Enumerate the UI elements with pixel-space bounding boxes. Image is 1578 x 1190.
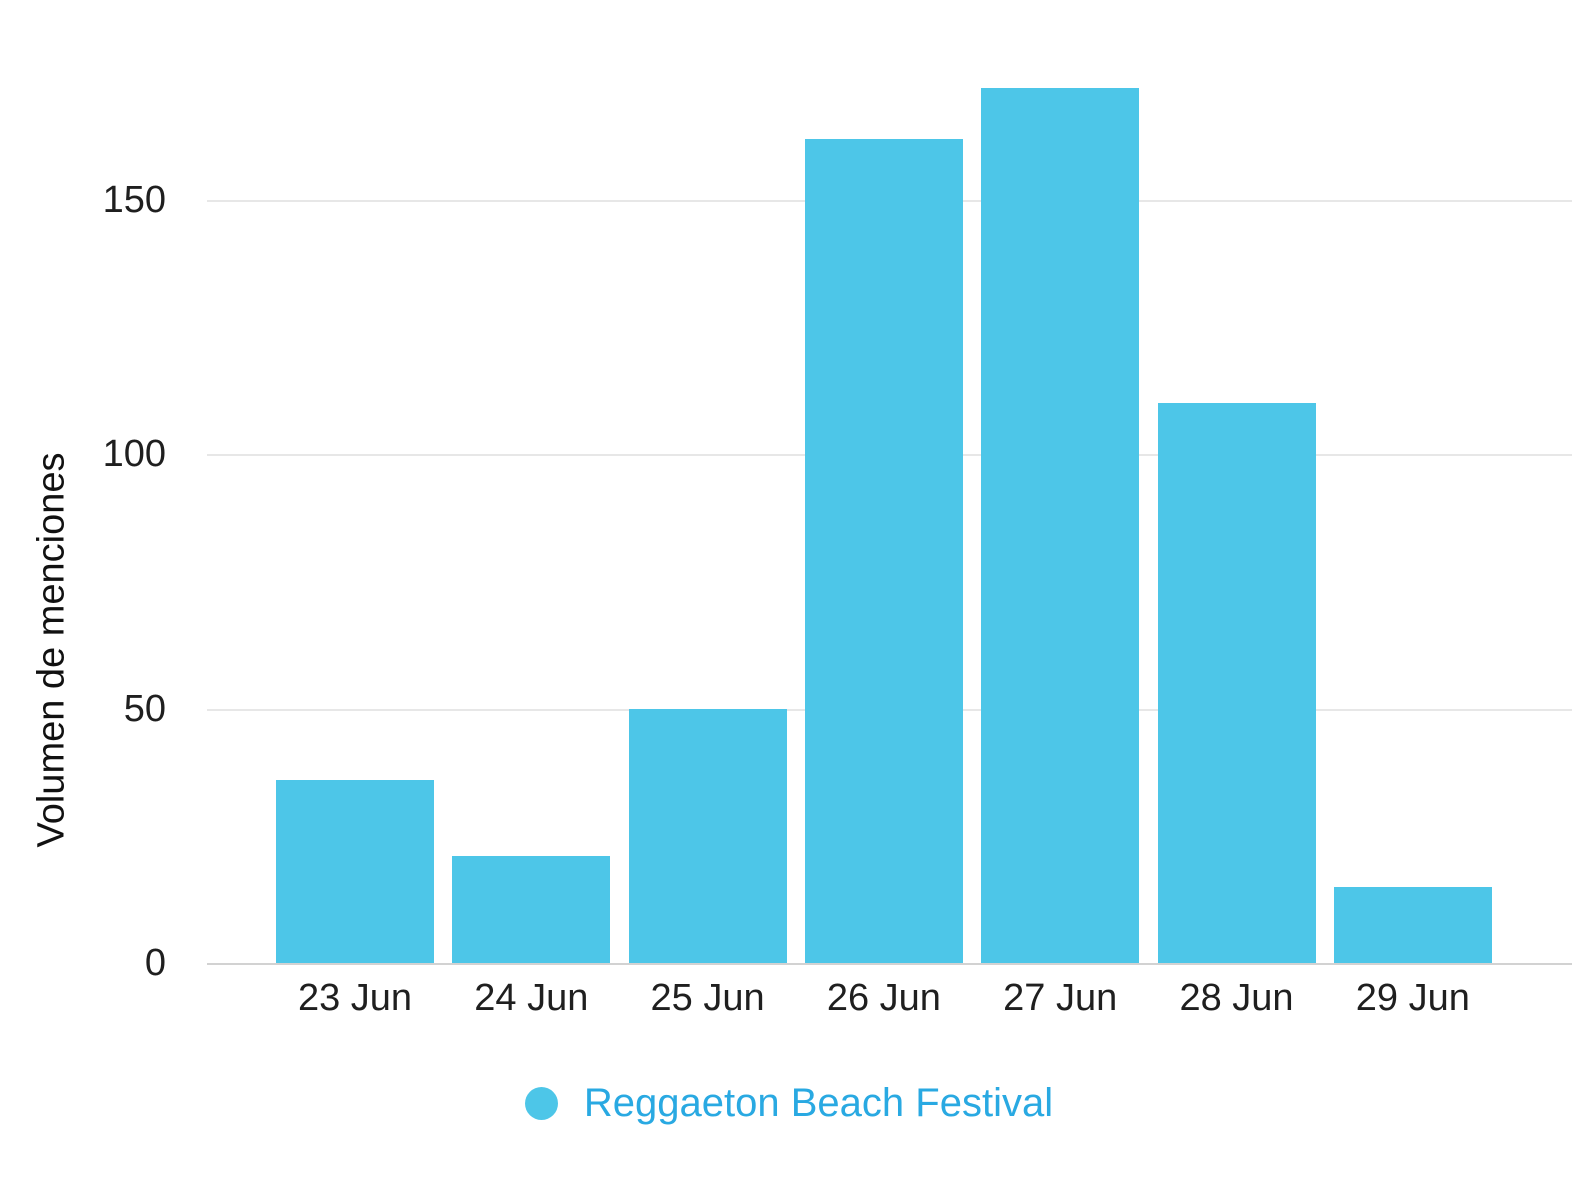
y-tick-label-150: 150: [102, 179, 166, 221]
x-tick-label-25-jun: 25 Jun: [650, 977, 765, 1019]
legend-series-dot-icon: [524, 1086, 558, 1120]
y-tick-label-50: 50: [123, 687, 166, 730]
y-tick-label-100: 100: [102, 433, 166, 476]
bar-27-jun[interactable]: [981, 88, 1140, 963]
y-tick-label-0: 0: [144, 942, 166, 984]
x-tick-label-23-jun: 23 Jun: [297, 977, 413, 1019]
bar-23-jun[interactable]: [276, 779, 434, 963]
legend-item-reggaeton-beach-festival[interactable]: Reggaeton Beach Festival: [524, 1081, 1054, 1125]
x-tick-label-24-jun: 24 Jun: [474, 977, 589, 1019]
bar-25-jun[interactable]: [628, 708, 787, 963]
y-axis-title: Volumen de menciones: [30, 452, 73, 848]
x-axis-baseline: [207, 963, 1572, 965]
x-tick-label-26-jun: 26 Jun: [826, 977, 941, 1019]
x-tick-label-27-jun: 27 Jun: [1003, 977, 1118, 1019]
bar-28-jun[interactable]: [1157, 403, 1316, 963]
bar-26-jun[interactable]: [804, 138, 963, 963]
chart-legend: Reggaeton Beach Festival: [0, 1083, 1578, 1123]
x-tick-label-29-jun: 29 Jun: [1355, 977, 1470, 1019]
bar-29-jun[interactable]: [1333, 886, 1492, 963]
bar-24-jun[interactable]: [452, 856, 611, 963]
x-tick-label-28-jun: 28 Jun: [1179, 977, 1294, 1019]
legend-series-label: Reggaeton Beach Festival: [583, 1081, 1054, 1125]
